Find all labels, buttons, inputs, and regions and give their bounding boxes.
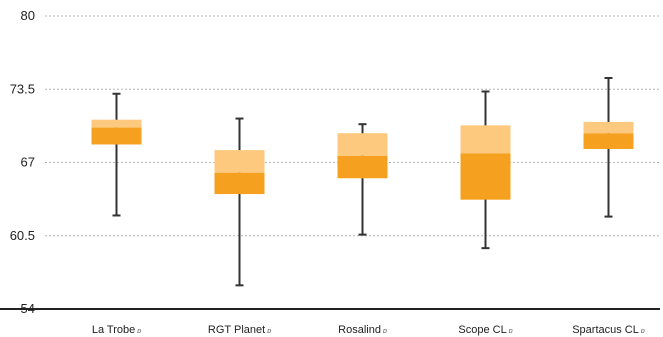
x-category-label: RGT Planet ɒ [208,324,271,336]
box-spartacus-cl [583,76,634,218]
box-scope-cl [460,90,511,250]
grid-layer [45,15,660,237]
box-upper-segment [337,133,388,156]
box-rgt-planet [214,117,265,287]
x-category-label: Scope CL ɒ [458,324,512,336]
y-tick-label: 60.5 [10,228,35,243]
y-tick-label: 67 [21,155,35,170]
box-lower-segment [583,133,634,149]
box-la-trobe [91,92,142,217]
box-upper-segment [583,121,634,134]
box-lower-segment [460,153,511,200]
box-rosalind [337,123,388,236]
box-lower-segment [214,172,265,195]
box-upper-segment [460,125,511,154]
box-lower-segment [91,127,142,145]
x-category-label: Spartacus CL ɒ [572,324,645,336]
y-tick-label: 80 [21,8,35,23]
box-upper-segment [214,150,265,173]
box-upper-segment [91,119,142,128]
box-lower-segment [337,155,388,179]
y-tick-label: 73.5 [10,81,35,96]
x-category-label: La Trobe ɒ [92,324,141,336]
x-axis-category-labels: La Trobe ɒ RGT Planet ɒ Rosalind ɒ Scope CL ɒ Sp… [92,324,645,336]
boxes-layer [91,76,634,287]
x-category-label: Rosalind ɒ [338,324,387,336]
